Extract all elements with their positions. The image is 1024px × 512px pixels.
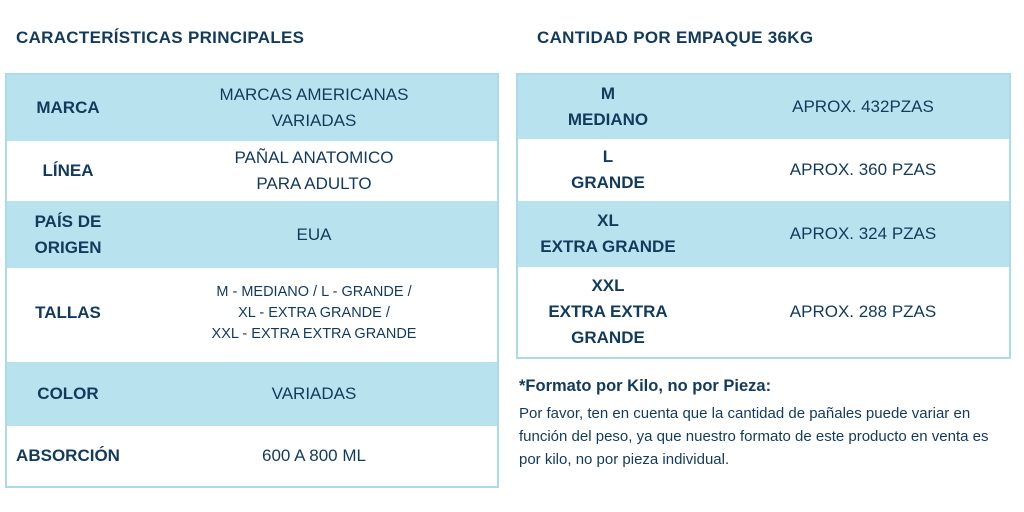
table-row-m: M MEDIANO APROX. 432PZAS xyxy=(518,75,1009,139)
row-value: PAÑAL ANATOMICO PARA ADULTO xyxy=(234,148,394,193)
row-label: TALLAS xyxy=(35,303,101,322)
table-row-tallas: TALLAS M - MEDIANO / L - GRANDE / XL - E… xyxy=(7,268,497,358)
row-label: MARCA xyxy=(36,98,100,117)
row-label: LÍNEA xyxy=(42,161,94,180)
table-row-absorcion: ABSORCIÓN 600 A 800 ML xyxy=(7,426,497,486)
row-label: XL EXTRA GRANDE xyxy=(540,211,676,256)
row-label: PAÍS DE ORIGEN xyxy=(34,211,102,257)
table-row-linea: LÍNEA PAÑAL ANATOMICO PARA ADULTO xyxy=(7,141,497,201)
table-row-marca: MARCA MARCAS AMERICANAS VARIADAS xyxy=(7,75,497,141)
row-value: 600 A 800 ML xyxy=(262,446,366,465)
characteristics-title: CARACTERÍSTICAS PRINCIPALES xyxy=(16,28,305,47)
table-row-xxl: XXL EXTRA EXTRA GRANDE APROX. 288 PZAS xyxy=(518,267,1009,357)
row-value: APROX. 360 PZAS xyxy=(789,160,937,179)
row-value: EUA xyxy=(296,224,332,244)
row-value: MARCAS AMERICANAS VARIADAS xyxy=(219,85,409,130)
row-label: L GRANDE xyxy=(571,147,645,192)
table-row-l: L GRANDE APROX. 360 PZAS xyxy=(518,139,1009,201)
characteristics-table: MARCA MARCAS AMERICANAS VARIADAS LÍNEA P… xyxy=(5,73,499,488)
row-label: ABSORCIÓN xyxy=(16,446,120,465)
note-title: *Formato por Kilo, no por Pieza: xyxy=(519,377,772,395)
row-value: M - MEDIANO / L - GRANDE / XL - EXTRA GR… xyxy=(211,283,417,342)
row-value: VARIADAS xyxy=(271,384,357,403)
table-row-color: COLOR VARIADAS xyxy=(7,362,497,426)
row-value: APROX. 432PZAS xyxy=(792,97,934,116)
package-quantity-table: M MEDIANO APROX. 432PZAS L GRANDE APROX.… xyxy=(516,73,1011,359)
row-label: M MEDIANO xyxy=(567,84,649,129)
row-value: APROX. 288 PZAS xyxy=(789,302,937,321)
row-value: APROX. 324 PZAS xyxy=(789,224,937,243)
note-body: Por favor, ten en cuenta que la cantidad… xyxy=(519,405,989,468)
table-row-pais: PAÍS DE ORIGEN EUA xyxy=(7,201,497,268)
package-quantity-title: CANTIDAD POR EMPAQUE 36KG xyxy=(537,28,814,47)
table-row-xl: XL EXTRA GRANDE APROX. 324 PZAS xyxy=(518,201,1009,267)
row-label: XXL EXTRA EXTRA GRANDE xyxy=(548,276,668,347)
row-label: COLOR xyxy=(37,384,99,403)
